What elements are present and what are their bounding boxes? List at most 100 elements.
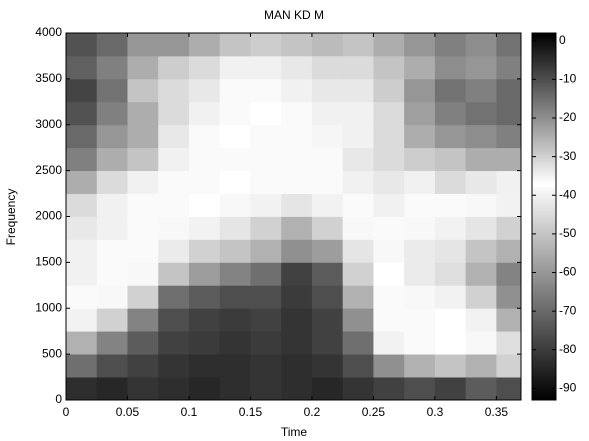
heatmap-cell <box>158 239 190 263</box>
heatmap-cell <box>342 101 374 126</box>
x-tick-label: 0.1 <box>181 405 198 419</box>
colorbar-step <box>532 222 556 225</box>
colorbar-step <box>532 108 556 111</box>
heatmap-cell <box>281 285 313 309</box>
heatmap-cell <box>96 33 128 57</box>
heatmap-cell <box>434 101 467 126</box>
heatmap-cell <box>250 124 282 149</box>
heatmap-cell <box>96 262 128 286</box>
heatmap-cell <box>373 285 405 309</box>
heatmap-cell <box>281 331 313 355</box>
x-tick-label: 0.3 <box>427 405 444 419</box>
colorbar-step <box>532 396 556 399</box>
colorbar-step <box>532 264 556 268</box>
colorbar-step <box>532 318 556 322</box>
colorbar-step <box>532 156 556 160</box>
heatmap-cell <box>250 216 282 240</box>
heatmap-cell <box>434 354 467 378</box>
heatmap-cell <box>188 308 221 332</box>
colorbar-step <box>532 245 556 248</box>
heatmap-cell <box>66 239 98 263</box>
colorbar-step <box>532 372 556 376</box>
heatmap-cell <box>465 33 497 57</box>
colorbar-step <box>532 96 556 100</box>
heatmap-cell <box>96 331 128 355</box>
colorbar-step <box>532 94 556 98</box>
heatmap-cell <box>127 239 159 263</box>
heatmap-cell <box>219 308 251 332</box>
heatmap-cell <box>158 78 190 103</box>
heatmap-cell <box>311 354 344 378</box>
colorbar-step <box>532 376 556 380</box>
heatmap-cell <box>127 78 159 103</box>
colorbar-step <box>532 119 556 123</box>
colorbar-step <box>532 347 556 351</box>
colorbar-tick-label: -30 <box>559 149 577 163</box>
colorbar-step <box>532 394 556 397</box>
heatmap-cell <box>219 239 251 263</box>
heatmap-cell <box>496 331 522 355</box>
colorbar-step <box>532 158 556 161</box>
colorbar-step <box>532 276 556 279</box>
colorbar-step <box>532 201 556 204</box>
colorbar-step <box>532 139 556 142</box>
colorbar-tick-label: -20 <box>559 110 577 124</box>
heatmap-cell <box>311 55 344 80</box>
heatmap-cell <box>342 262 374 286</box>
heatmap-cell <box>250 262 282 286</box>
heatmap-cell <box>311 124 344 149</box>
colorbar-step <box>532 195 556 198</box>
colorbar-step <box>532 114 556 117</box>
heatmap-cell <box>404 124 436 149</box>
heatmap-cell <box>281 55 313 80</box>
heatmap-cell <box>281 216 313 240</box>
colorbar-step <box>532 121 556 125</box>
colorbar-step <box>532 73 556 76</box>
colorbar-step <box>532 135 556 138</box>
colorbar-step <box>532 102 556 105</box>
heatmap-cell <box>496 78 522 103</box>
heatmap-cell <box>66 308 98 332</box>
colorbar-step <box>532 33 556 36</box>
colorbar-step <box>532 299 556 302</box>
colorbar-step <box>532 369 556 372</box>
heatmap-cell <box>465 170 497 194</box>
heatmap-cell <box>66 331 98 355</box>
heatmap-cell <box>158 124 190 149</box>
x-tick-label: 0.15 <box>239 405 263 419</box>
heatmap-cell <box>188 331 221 355</box>
heatmap-cell <box>96 354 128 378</box>
heatmap-cell <box>434 285 467 309</box>
heatmap-cell <box>434 147 467 172</box>
heatmap-cell <box>188 285 221 309</box>
heatmap-cell <box>434 216 467 240</box>
heatmap-cell <box>281 78 313 103</box>
colorbar-step <box>532 214 556 217</box>
colorbar-step <box>532 112 556 115</box>
colorbar-step <box>532 326 556 330</box>
colorbar-step <box>532 388 556 391</box>
heatmap-cell <box>219 33 251 57</box>
colorbar-step <box>532 116 556 119</box>
colorbar-step <box>532 280 556 283</box>
heatmap-cell <box>281 354 313 378</box>
colorbar-step <box>532 382 556 386</box>
heatmap-cell <box>404 262 436 286</box>
colorbar-step <box>532 77 556 80</box>
heatmap-cell <box>465 147 497 172</box>
colorbar-step <box>532 191 556 194</box>
heatmap-cell <box>342 193 374 217</box>
heatmap-cell <box>373 78 405 103</box>
colorbar-step <box>532 359 556 362</box>
heatmap-cell <box>158 101 190 126</box>
heatmap-cell <box>404 170 436 194</box>
heatmap-cell <box>219 262 251 286</box>
heatmap-cell <box>219 78 251 103</box>
heatmap-cell <box>158 308 190 332</box>
colorbar-step <box>532 181 556 185</box>
heatmap-cell <box>404 308 436 332</box>
heatmap-cell <box>465 216 497 240</box>
colorbar-step <box>532 262 556 266</box>
colorbar-step <box>532 168 556 171</box>
colorbar-step <box>532 241 556 245</box>
